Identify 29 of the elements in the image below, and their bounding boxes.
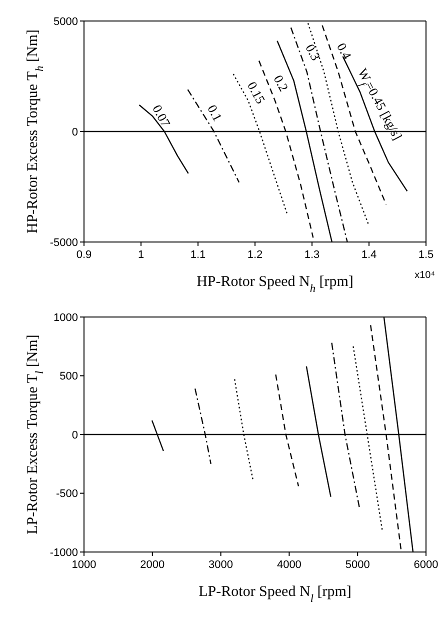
text: 0.1 [204, 102, 226, 124]
x-tick-label: 1.2 [247, 248, 263, 261]
y-tick-label: -1000 [50, 546, 78, 559]
x-tick-label: 1.4 [361, 248, 377, 261]
y-tick-label: -5000 [50, 236, 78, 249]
y-tick-label: 0 [72, 126, 78, 138]
x-tick-label: 3000 [208, 558, 234, 571]
text: 0.15 [244, 79, 268, 106]
y-tick-label: 1000 [54, 312, 78, 324]
text: 0.4 [334, 40, 356, 62]
x-tick-label: 4000 [276, 558, 302, 571]
text: 0.3 [302, 41, 324, 63]
x-tick-label: 1 [138, 248, 144, 261]
x-tick-label: 1.5 [418, 248, 434, 261]
y-tick-label: 5000 [54, 16, 78, 28]
x-tick-label: 1.3 [304, 248, 320, 261]
text: x10⁴ [414, 270, 435, 281]
y-tick-label: 500 [60, 370, 78, 383]
x-tick-label: 1.1 [190, 248, 206, 261]
text: 0.07 [150, 102, 174, 130]
text: 0.2 [270, 72, 292, 94]
x-tick-label: 6000 [414, 558, 438, 571]
x-tick-label: 0.9 [76, 248, 92, 261]
x-axis-title: HP-Rotor Speed N$_{h}$ [rpm] [196, 274, 354, 295]
x-tick-label: 2000 [140, 558, 165, 571]
y-tick-label: 0 [72, 429, 78, 442]
x-tick-label: 5000 [345, 558, 370, 571]
x-axis-title: LP-Rotor Speed N$_{l}$ [rpm] [198, 584, 352, 605]
y-tick-label: -500 [56, 488, 78, 500]
